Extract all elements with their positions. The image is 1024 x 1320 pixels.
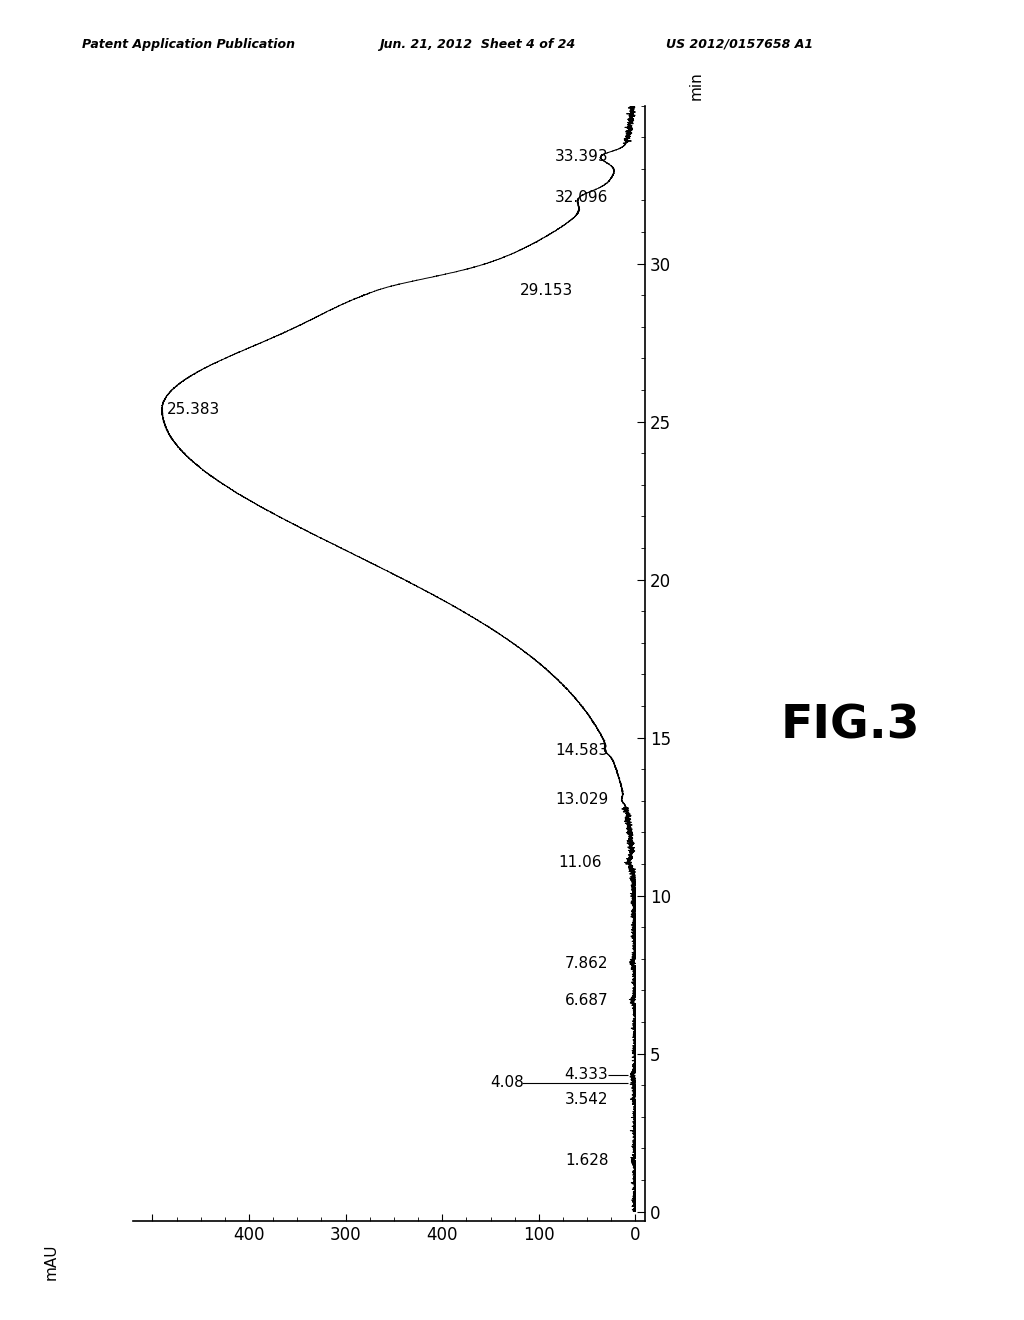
Text: 33.393: 33.393 [555, 149, 608, 164]
Text: Jun. 21, 2012  Sheet 4 of 24: Jun. 21, 2012 Sheet 4 of 24 [379, 37, 575, 50]
Text: 1.628: 1.628 [565, 1152, 608, 1168]
Text: mAU: mAU [44, 1243, 58, 1280]
Text: 29.153: 29.153 [519, 282, 572, 298]
Text: 32.096: 32.096 [555, 190, 608, 205]
Text: US 2012/0157658 A1: US 2012/0157658 A1 [666, 37, 813, 50]
Text: 14.583: 14.583 [555, 743, 608, 758]
Text: Patent Application Publication: Patent Application Publication [82, 37, 295, 50]
Text: min: min [689, 71, 703, 100]
Text: FIG.3: FIG.3 [780, 704, 920, 748]
Text: 13.029: 13.029 [555, 792, 608, 808]
Text: 3.542: 3.542 [565, 1092, 608, 1107]
Text: 4.333: 4.333 [564, 1067, 608, 1082]
Text: 6.687: 6.687 [565, 993, 608, 1007]
Text: 7.862: 7.862 [565, 956, 608, 970]
Text: 4.08: 4.08 [490, 1074, 524, 1090]
Text: 25.383: 25.383 [167, 403, 220, 417]
Text: 11.06: 11.06 [558, 854, 602, 870]
